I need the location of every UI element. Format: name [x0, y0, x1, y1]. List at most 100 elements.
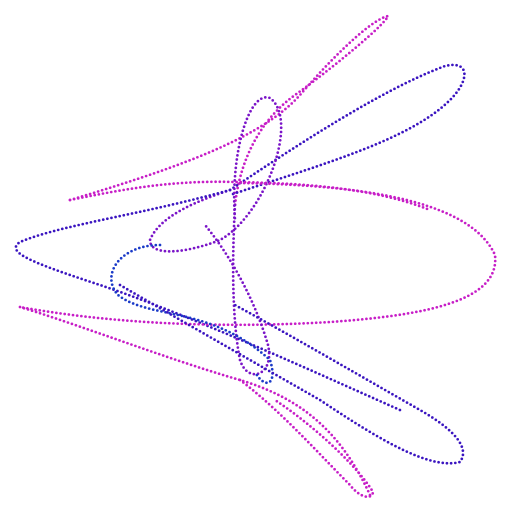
curve-dot [301, 434, 304, 438]
curve-dot [305, 85, 308, 89]
curve-dot [433, 460, 436, 463]
curve-dot [155, 247, 159, 251]
curve-dot [234, 162, 238, 166]
curve-dot [164, 167, 168, 171]
curve-dot [301, 89, 305, 93]
curve-dot [192, 157, 195, 161]
curve-dot [256, 99, 260, 103]
curve-dot [372, 432, 375, 436]
curve-dot [276, 105, 279, 109]
curve-dot [385, 91, 389, 95]
curve-dot [109, 190, 113, 194]
curve-dot [295, 414, 299, 418]
curve-dot [243, 323, 247, 327]
curve-dot [224, 235, 227, 238]
curve-dot [184, 160, 188, 164]
curve-dot [197, 366, 201, 369]
curve-dot [377, 316, 381, 319]
curve-dot [76, 276, 79, 279]
curve-dot [188, 159, 191, 162]
curve-dot [287, 104, 290, 108]
curve-dot [408, 126, 412, 130]
curve-dot [232, 233, 236, 236]
curve-dot [252, 204, 256, 208]
curve-dot [405, 450, 409, 453]
curve-dot [247, 187, 251, 191]
curve-dot [430, 416, 434, 419]
curve-dot [136, 177, 140, 181]
curve-dot [220, 237, 224, 241]
curve-dot [243, 188, 247, 192]
curve-dot [233, 183, 236, 186]
curve-dot [255, 184, 259, 188]
curve-dot [34, 308, 37, 312]
curve-dot [386, 440, 390, 444]
curve-dot [453, 461, 457, 465]
curve-dot [262, 125, 265, 128]
curve-dot [227, 346, 231, 350]
curve-dot [461, 449, 465, 453]
curve-dot [349, 111, 352, 115]
curve-dot [270, 324, 274, 327]
curve-dot [114, 337, 117, 341]
curve-dot [266, 360, 270, 363]
curve-dot [287, 359, 290, 362]
curve-dot [308, 413, 312, 417]
curve-dot [234, 325, 237, 329]
curve-dot [439, 304, 443, 308]
curve-dot [281, 330, 285, 334]
curve-dot [338, 118, 341, 121]
curve-dot [264, 335, 267, 339]
curve-dot [209, 336, 213, 339]
curve-dot [335, 186, 338, 190]
curve-dot [378, 141, 382, 145]
curve-dot [321, 435, 325, 439]
curve-dot [108, 286, 111, 290]
curve-dot [159, 183, 163, 187]
curve-dot [270, 376, 274, 379]
curve-dot [375, 398, 379, 402]
curve-dot [275, 178, 279, 181]
curve-dot [239, 189, 243, 193]
curve-dot [298, 142, 302, 146]
curve-dot [425, 457, 428, 461]
curve-dot [236, 186, 239, 190]
curve-dot [385, 14, 389, 18]
curve-dot [370, 99, 374, 103]
curve-dot [193, 364, 197, 368]
curve-dot [402, 399, 405, 402]
curve-dot [266, 356, 270, 360]
curve-dot [283, 417, 286, 420]
curve-dot [272, 112, 276, 115]
curve-dot [155, 183, 159, 187]
curve-dot [321, 353, 325, 356]
curve-dot [171, 214, 174, 217]
curve-dot [414, 310, 418, 314]
curve-dot [152, 231, 156, 234]
curve-dot [249, 359, 253, 362]
curve-dot [264, 399, 268, 403]
curve-dot [488, 244, 492, 248]
curve-dot [289, 183, 292, 187]
curve-dot [485, 240, 489, 244]
curve-dot [226, 180, 230, 184]
curve-dot [284, 100, 288, 104]
curve-dot [127, 300, 131, 304]
curve-dot [459, 84, 463, 88]
curve-dot [176, 181, 180, 185]
curve-dot [405, 200, 409, 204]
curve-dot [477, 287, 481, 291]
curve-dot [368, 494, 372, 498]
curve-dot [217, 372, 221, 376]
curve-dot [147, 208, 150, 212]
curve-dot [270, 160, 274, 164]
curve-dot [364, 393, 367, 396]
curve-dot [52, 267, 56, 271]
curve-dot [60, 227, 64, 231]
curve-dot [231, 270, 235, 274]
curve-dot [417, 455, 420, 458]
curve-dot [452, 215, 456, 219]
curve-dot [85, 195, 88, 199]
curve-dot [167, 204, 171, 207]
curve-dot [397, 196, 400, 200]
